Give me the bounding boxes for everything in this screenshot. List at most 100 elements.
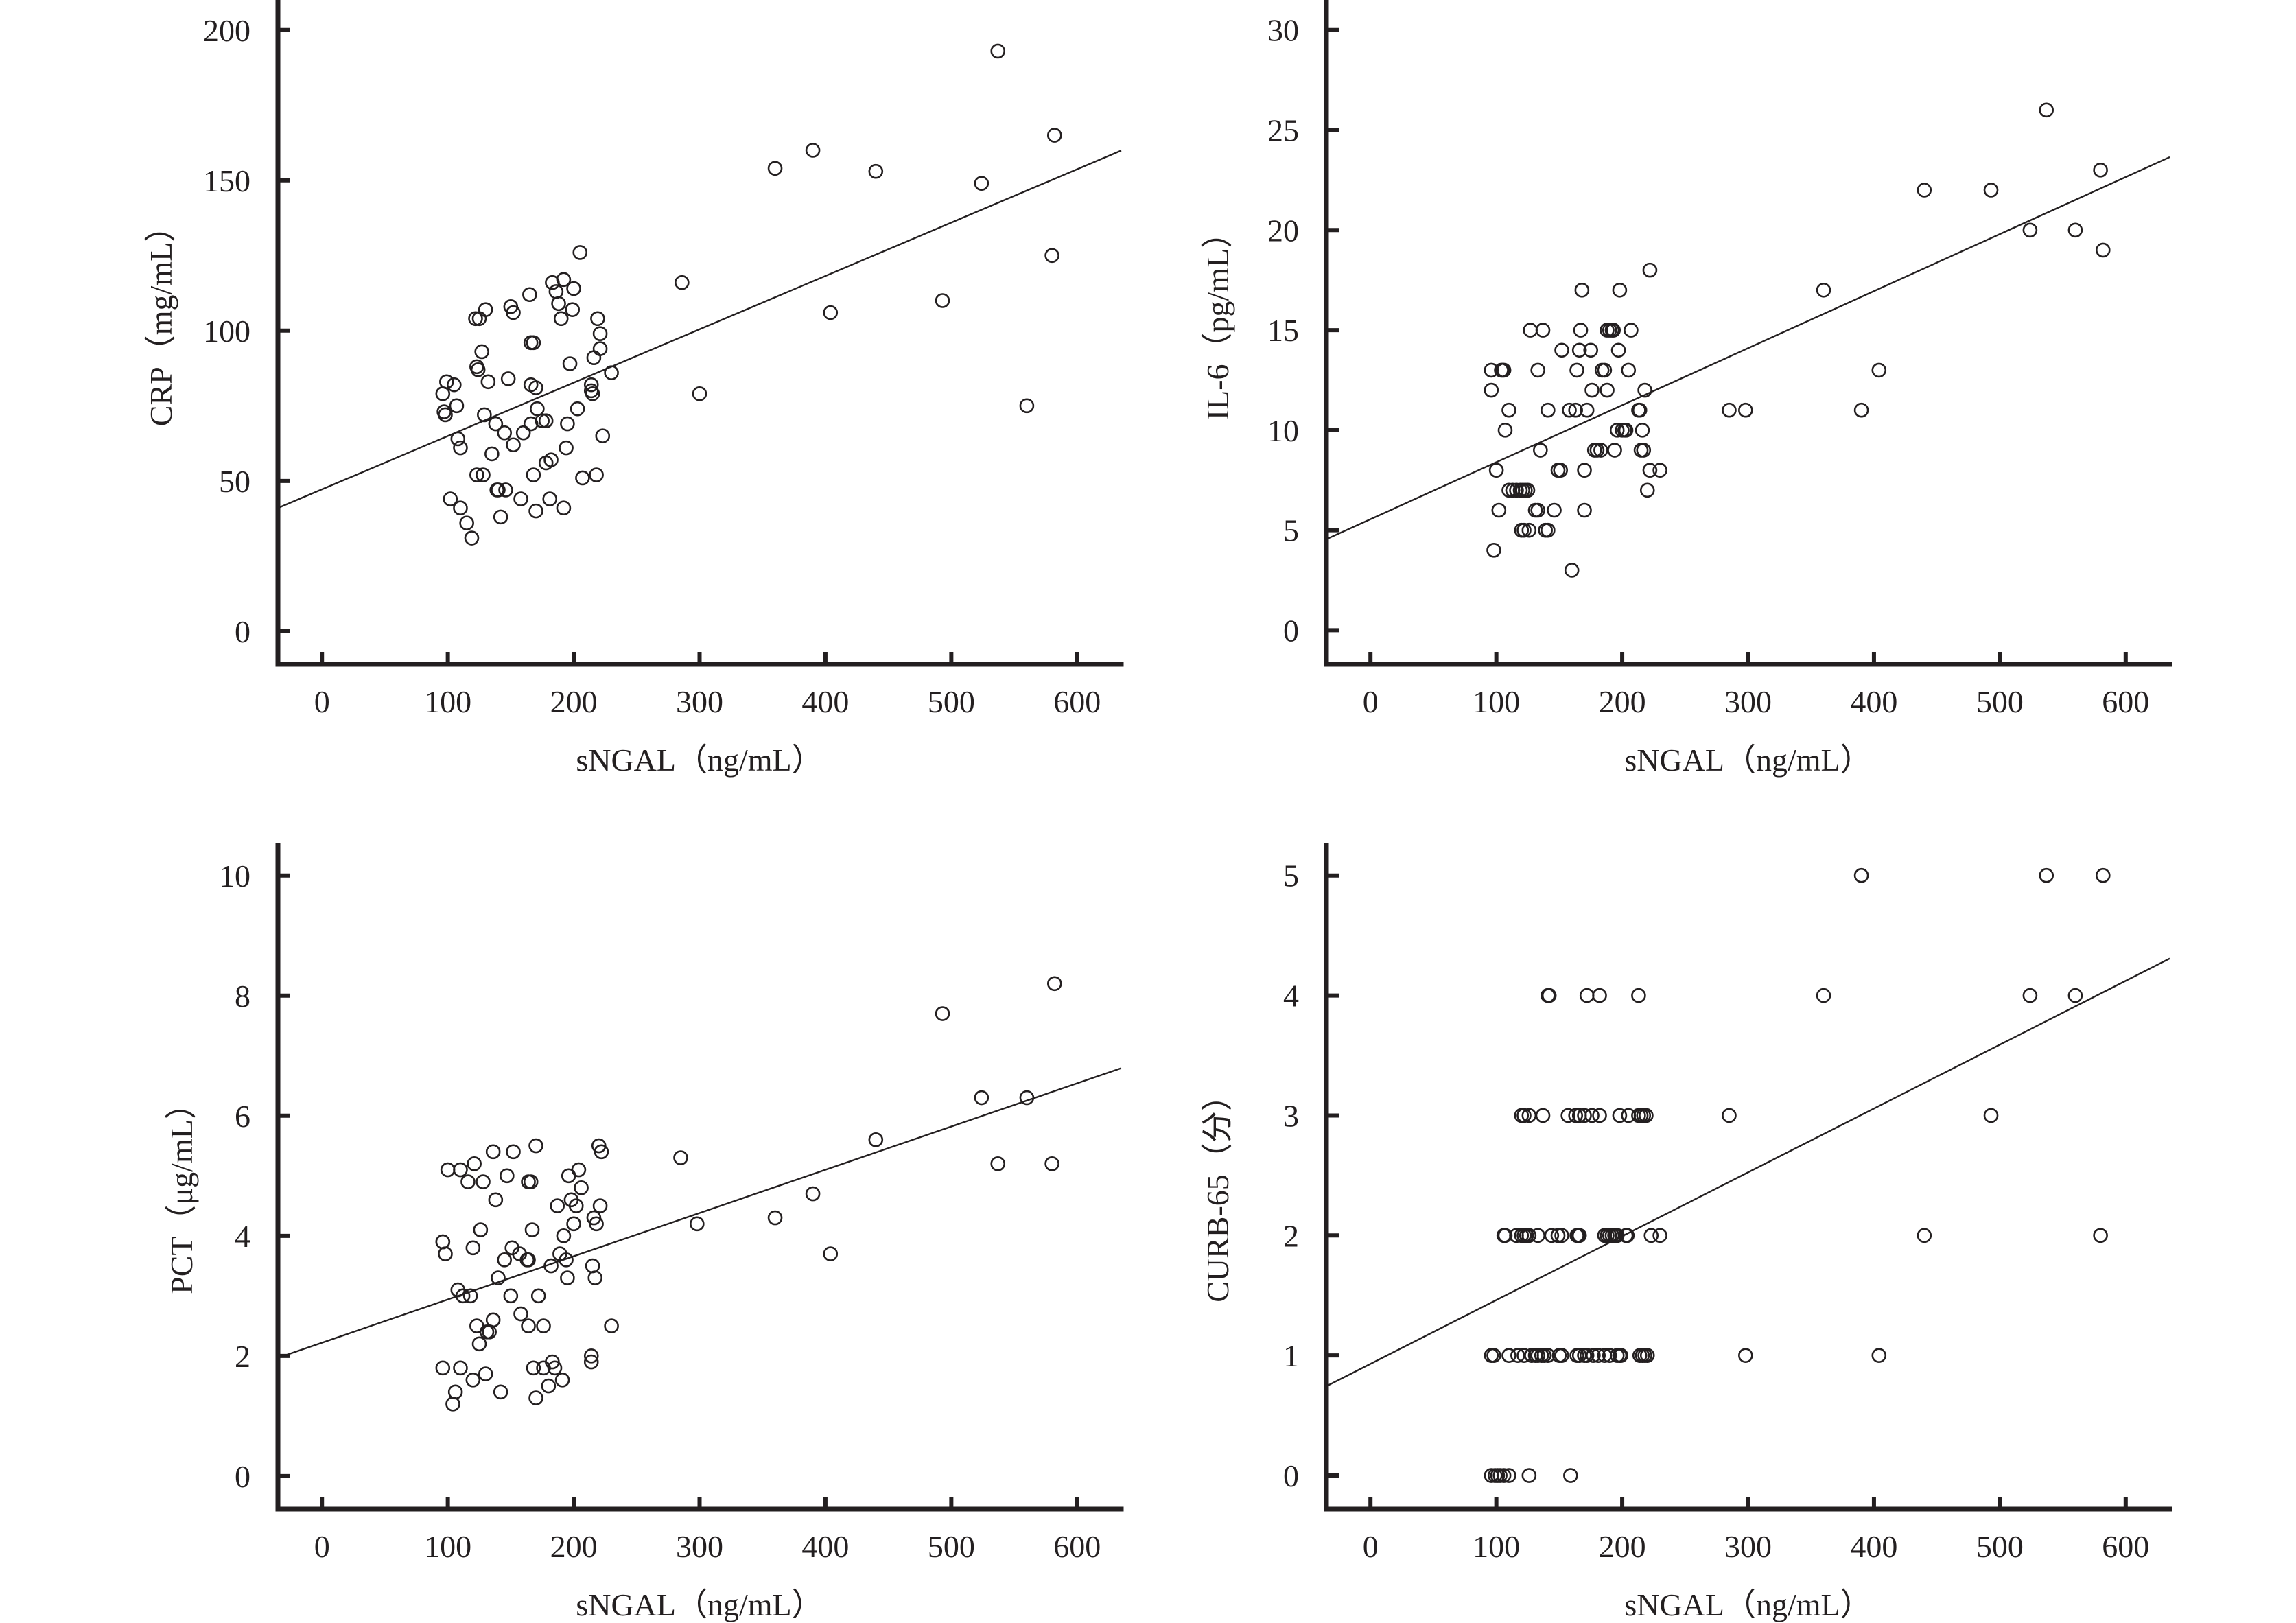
data-point (1568, 1108, 1583, 1123)
data-point (1983, 1108, 1999, 1123)
data-point (1509, 482, 1524, 498)
data-point (1591, 1348, 1606, 1363)
data-point (524, 1222, 540, 1237)
data-point (2095, 242, 2111, 258)
data-point (1606, 323, 1621, 338)
y-tick-label: 30 (1267, 13, 1299, 48)
data-point (556, 500, 572, 516)
data-point (1536, 1348, 1552, 1363)
data-point (465, 1240, 481, 1256)
data-point (594, 1144, 609, 1160)
data-point (2095, 867, 2111, 883)
x-tick-label: 200 (1599, 684, 1646, 719)
x-tick-label: 500 (928, 684, 975, 719)
x-tick-label: 100 (1473, 684, 1520, 719)
y-tick-label: 150 (203, 163, 250, 198)
data-point (497, 1252, 512, 1268)
data-point (491, 1270, 506, 1285)
x-tick-label: 0 (314, 684, 330, 719)
data-point (1583, 342, 1599, 358)
data-point (1584, 1108, 1600, 1123)
y-tick-label: 0 (235, 614, 250, 649)
data-point (2093, 1228, 2108, 1243)
data-point (2039, 102, 2054, 118)
data-point (1816, 988, 1831, 1003)
data-point (473, 1222, 489, 1237)
data-point (506, 1144, 521, 1160)
data-point (528, 1138, 543, 1154)
data-point (513, 1306, 528, 1322)
data-point (478, 1366, 493, 1381)
data-point (1521, 1468, 1537, 1483)
data-point (1516, 522, 1532, 538)
data-point (1521, 1228, 1537, 1243)
data-point (560, 1270, 575, 1285)
data-point (477, 407, 492, 423)
y-tick-label: 50 (219, 464, 250, 499)
data-point (673, 1150, 688, 1165)
x-tick-label: 0 (1363, 1529, 1379, 1564)
data-point (2022, 222, 2038, 238)
data-point (515, 425, 531, 441)
data-point (589, 467, 604, 482)
y-tick-label: 8 (235, 979, 250, 1014)
data-point (1592, 1108, 1607, 1123)
data-point (554, 1373, 570, 1388)
data-point (521, 1318, 536, 1333)
data-point (1554, 342, 1569, 358)
data-point (543, 1258, 559, 1274)
data-point (556, 1228, 572, 1243)
y-tick-label: 4 (235, 1219, 250, 1254)
data-point (1816, 282, 1831, 298)
data-point (543, 452, 559, 467)
data-point (455, 1288, 471, 1304)
x-axis-title: sNGAL（ng/mL） (1624, 743, 1871, 778)
data-point (506, 437, 521, 453)
data-point (1520, 482, 1536, 498)
data-point (1541, 988, 1557, 1003)
data-point (530, 1288, 546, 1304)
data-point (1621, 362, 1637, 378)
data-point (513, 491, 528, 506)
y-axis-title: CURB-65（分） (1200, 1079, 1235, 1303)
data-point (1486, 1348, 1501, 1363)
data-point (1639, 1348, 1655, 1363)
data-point (1530, 1348, 1545, 1363)
data-point (568, 1198, 584, 1213)
y-tick-label: 0 (1283, 613, 1299, 648)
data-point (469, 467, 484, 482)
data-point (1569, 362, 1584, 378)
data-point (1722, 402, 1737, 418)
y-tick-label: 25 (1267, 113, 1299, 148)
x-tick-label: 600 (1053, 684, 1101, 719)
data-point (497, 425, 512, 441)
regression-line (1326, 957, 2170, 1388)
data-point (1560, 1108, 1575, 1123)
data-point (805, 1186, 821, 1202)
data-point (767, 161, 783, 176)
data-point (538, 413, 554, 429)
data-point (1496, 362, 1512, 378)
data-point (450, 431, 466, 447)
panel-crp-scatter: 0 100 200 300 400 500 600 0 50 100 150 200 sNGAL（ng/… (143, 0, 1124, 778)
panel-il6-scatter: 0 100 200 300 400 500 600 0 5 10 15 20 25 30 sNGAL（ng/… (1200, 0, 2172, 778)
data-point (2022, 988, 2038, 1003)
x-tick-label: 100 (424, 1529, 471, 1564)
data-point (1917, 1228, 1932, 1243)
data-point (1853, 867, 1869, 883)
x-tick-label: 300 (676, 684, 723, 719)
x-tick-label: 100 (1473, 1529, 1520, 1564)
data-point (547, 1360, 563, 1376)
data-point (462, 1288, 478, 1304)
y-tick-label: 2 (1283, 1218, 1299, 1253)
data-point (1600, 382, 1615, 398)
data-point (562, 356, 578, 371)
data-point (1046, 128, 1062, 143)
data-point (1579, 988, 1595, 1003)
data-point (592, 1198, 608, 1213)
data-point (2039, 867, 2054, 883)
data-point (453, 1162, 468, 1178)
data-point (1577, 1108, 1592, 1123)
data-point (1562, 402, 1577, 418)
data-point (1637, 382, 1652, 398)
